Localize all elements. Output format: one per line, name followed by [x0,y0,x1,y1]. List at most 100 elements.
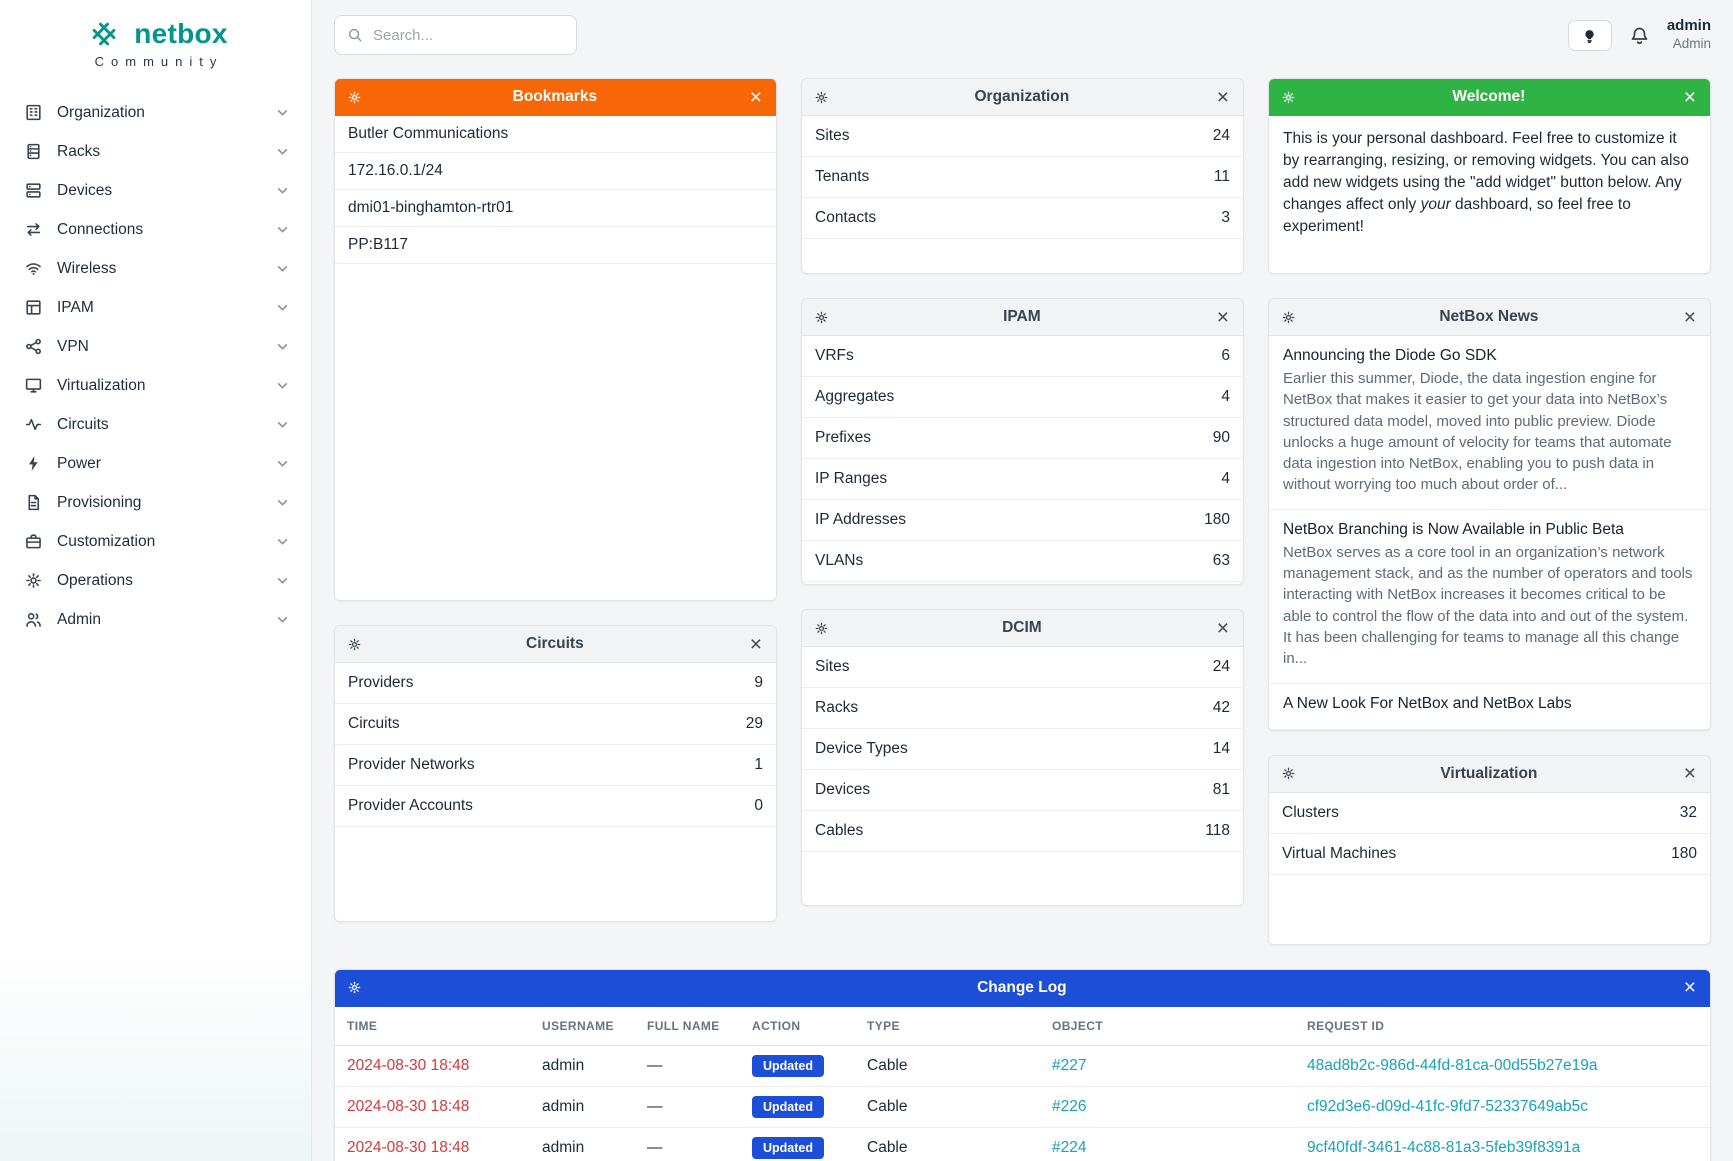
close-icon[interactable]: × [749,85,762,109]
stat-label-link[interactable]: Providers [348,674,414,691]
object-link[interactable]: #224 [1052,1138,1087,1156]
sidebar-item-label: Admin [57,610,101,628]
widget-change-log: Change Log × TIME USERNAME FULL NAME ACT… [334,968,1711,1161]
sidebar-item-operations[interactable]: Operations [10,561,301,600]
sidebar-item-vpn[interactable]: VPN [10,327,301,366]
stat-label-link[interactable]: Clusters [1282,803,1339,821]
chevron-down-icon [277,498,288,507]
column-header-request-id[interactable]: REQUEST ID [1295,1006,1710,1046]
stat-value: 9 [754,674,763,691]
sidebar-item-devices[interactable]: Devices [10,171,301,210]
widget-config-gear-icon[interactable] [347,980,362,995]
stat-label-link[interactable]: Provider Accounts [348,797,473,814]
building-icon [23,103,43,123]
news-item: A New Look For NetBox and NetBox Labs [1269,684,1710,730]
stat-label-link[interactable]: Contacts [815,209,877,226]
object-link[interactable]: #227 [1052,1056,1087,1074]
bookmark-link[interactable]: PP:B117 [335,227,776,264]
stat-label-link[interactable]: VRFs [815,347,854,364]
stat-label-link[interactable]: Circuits [348,715,400,732]
stat-label-link[interactable]: Devices [815,781,871,798]
news-headline-link[interactable]: A New Look For NetBox and NetBox Labs [1283,694,1572,712]
stat-label-link[interactable]: Prefixes [815,429,871,446]
sidebar-item-virtualization[interactable]: Virtualization [10,366,301,405]
stat-label-link[interactable]: Sites [815,127,850,144]
column-header-full-name[interactable]: FULL NAME [635,1006,740,1046]
stat-label-link[interactable]: IP Addresses [815,511,907,528]
bookmark-link[interactable]: Butler Communications [335,116,776,153]
stat-label-link[interactable]: Sites [815,658,850,675]
close-icon[interactable]: × [1683,976,1696,1000]
sidebar-item-ipam[interactable]: IPAM [10,288,301,327]
request-id-link[interactable]: cf92d3e6-d09d-41fc-9fd7-52337649ab5c [1307,1097,1588,1115]
request-id-link[interactable]: 48ad8b2c-986d-44fd-81ca-00d55b27e19a [1307,1056,1598,1074]
change-time-link[interactable]: 2024-08-30 18:48 [347,1056,470,1074]
close-icon[interactable]: × [749,632,762,656]
sidebar-item-circuits[interactable]: Circuits [10,405,301,444]
sidebar-item-organization[interactable]: Organization [10,93,301,132]
column-header-object[interactable]: OBJECT [1040,1006,1295,1046]
stat-label-link[interactable]: VLANs [815,552,864,569]
chevron-down-icon [277,342,288,351]
column-header-type[interactable]: TYPE [855,1006,1040,1046]
chevron-down-icon [277,108,288,117]
notifications-bell-icon[interactable] [1629,25,1650,46]
column-header-username[interactable]: USERNAME [530,1006,635,1046]
sidebar-item-provisioning[interactable]: Provisioning [10,483,301,522]
lightbulb-icon [1581,27,1598,44]
theme-toggle-button[interactable] [1567,19,1612,51]
user-menu[interactable]: admin Admin [1667,17,1711,53]
stat-label-link[interactable]: Provider Networks [348,756,475,773]
stat-label-link[interactable]: Device Types [815,740,908,757]
close-icon[interactable]: × [1216,85,1229,109]
sidebar-item-wireless[interactable]: Wireless [10,249,301,288]
news-summary: NetBox serves as a core tool in an organ… [1283,543,1693,668]
bookmark-link[interactable]: dmi01-binghamton-rtr01 [335,190,776,227]
close-icon[interactable]: × [1683,85,1696,109]
cell-username: admin [530,1127,635,1161]
widget-config-gear-icon[interactable] [814,621,829,636]
stat-label-link[interactable]: Aggregates [815,388,895,405]
stat-row: VLANs 63 [802,541,1243,582]
stat-value: 24 [1212,658,1230,675]
close-icon[interactable]: × [1216,305,1229,329]
stat-row: IP Addresses 180 [802,500,1243,541]
sidebar-item-connections[interactable]: Connections [10,210,301,249]
widget-config-gear-icon[interactable] [1281,310,1296,325]
column-header-time[interactable]: TIME [335,1006,530,1046]
sidebar-item-customization[interactable]: Customization [10,522,301,561]
object-link[interactable]: #226 [1052,1097,1087,1115]
close-icon[interactable]: × [1683,762,1696,786]
stat-value: 4 [1221,388,1230,405]
stats-list: Providers 9 Circuits 29 Provider Networks 1… [335,663,776,827]
brand[interactable]: netbox Community [0,0,311,73]
close-icon[interactable]: × [1216,616,1229,640]
stat-label-link[interactable]: Virtual Machines [1282,844,1397,862]
stat-label-link[interactable]: Racks [815,699,859,716]
stat-label-link[interactable]: Tenants [815,168,870,185]
widget-header: DCIM × [802,610,1243,647]
change-time-link[interactable]: 2024-08-30 18:48 [347,1138,470,1156]
bookmark-link[interactable]: 172.16.0.1/24 [335,153,776,190]
stat-label-link[interactable]: IP Ranges [815,470,888,487]
change-time-link[interactable]: 2024-08-30 18:48 [347,1097,470,1115]
request-id-link[interactable]: 9cf40fdf-3461-4c88-81a3-5feb39f8391a [1307,1138,1581,1156]
sidebar-item-power[interactable]: Power [10,444,301,483]
widget-config-gear-icon[interactable] [814,90,829,105]
widget-config-gear-icon[interactable] [1281,90,1296,105]
stat-label-link[interactable]: Cables [815,822,864,839]
widget-config-gear-icon[interactable] [347,90,362,105]
news-headline-link[interactable]: Announcing the Diode Go SDK [1283,347,1497,364]
widget-config-gear-icon[interactable] [347,637,362,652]
widget-config-gear-icon[interactable] [1281,766,1296,781]
news-headline-link[interactable]: NetBox Branching is Now Available in Pub… [1283,520,1624,538]
search-box[interactable] [334,15,577,55]
search-input[interactable] [373,26,564,44]
sidebar-item-admin[interactable]: Admin [10,600,301,639]
column-header-action[interactable]: ACTION [740,1006,855,1046]
widget-config-gear-icon[interactable] [814,310,829,325]
bookmarks-list: Butler Communications 172.16.0.1/24 dmi0… [335,116,776,264]
close-icon[interactable]: × [1683,305,1696,329]
stat-value: 42 [1212,699,1230,716]
sidebar-item-racks[interactable]: Racks [10,132,301,171]
